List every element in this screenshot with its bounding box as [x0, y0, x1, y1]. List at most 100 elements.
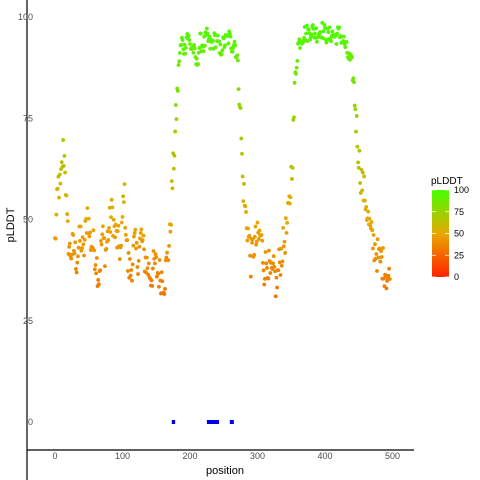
- data-point: [150, 284, 155, 288]
- data-point: [130, 278, 134, 283]
- data-point: [87, 234, 92, 239]
- data-point: [130, 262, 135, 267]
- y-tick-label: 0: [28, 417, 33, 427]
- data-point: [141, 233, 146, 238]
- data-point: [329, 39, 333, 44]
- data-point: [387, 277, 392, 281]
- data-point: [273, 294, 278, 299]
- data-point: [142, 247, 147, 252]
- data-point: [121, 200, 126, 205]
- data-point: [157, 284, 161, 289]
- data-point: [96, 282, 101, 287]
- data-point: [352, 103, 357, 108]
- data-point: [254, 239, 259, 244]
- data-point: [281, 244, 286, 249]
- data-point: [330, 29, 335, 34]
- data-point: [298, 46, 302, 50]
- y-axis-ticks: 0 25 50 75 100: [18, 12, 33, 427]
- data-point: [168, 229, 173, 234]
- data-point: [342, 34, 346, 39]
- data-point: [352, 80, 356, 85]
- y-axis-title: pLDDT: [5, 207, 17, 242]
- data-point: [144, 255, 149, 260]
- data-point: [367, 216, 372, 221]
- data-point: [281, 225, 286, 230]
- data-point: [250, 240, 255, 245]
- data-point: [315, 39, 319, 44]
- data-point: [138, 231, 143, 235]
- data-point: [58, 181, 63, 186]
- data-point: [295, 58, 300, 63]
- data-point: [321, 29, 326, 34]
- data-point: [368, 223, 373, 228]
- data-point: [156, 271, 161, 276]
- data-point: [242, 182, 246, 186]
- legend-tick-label: 25: [454, 250, 464, 260]
- data-point: [125, 238, 130, 243]
- data-point: [240, 151, 244, 156]
- y-tick-label: 25: [23, 316, 33, 326]
- data-point: [75, 260, 80, 265]
- data-point: [354, 114, 359, 118]
- data-point: [104, 247, 109, 251]
- data-point: [177, 59, 182, 64]
- data-point: [176, 63, 181, 67]
- data-point: [186, 33, 191, 38]
- data-point: [78, 239, 82, 243]
- data-point: [133, 227, 138, 232]
- color-legend: pLDDT 0 25 50 75 100: [431, 176, 469, 282]
- data-point: [274, 275, 279, 280]
- data-point: [254, 242, 259, 247]
- data-point: [370, 228, 375, 233]
- data-point: [201, 49, 206, 54]
- data-point: [239, 136, 244, 141]
- data-point: [116, 223, 121, 228]
- data-point: [121, 194, 126, 199]
- data-point: [99, 242, 104, 247]
- data-point: [356, 160, 360, 165]
- legend-ticks: 0 25 50 75 100: [432, 185, 469, 282]
- data-point: [191, 50, 196, 55]
- data-point: [94, 256, 99, 260]
- data-point: [334, 42, 339, 46]
- data-point: [94, 271, 99, 276]
- data-point: [101, 224, 105, 229]
- data-point: [304, 23, 309, 28]
- data-point: [194, 56, 199, 61]
- x-tick-label: 100: [115, 451, 130, 461]
- data-point: [384, 286, 389, 291]
- data-point: [306, 27, 311, 32]
- data-point: [179, 42, 184, 47]
- data-point: [136, 272, 140, 276]
- data-point: [264, 261, 269, 266]
- data-point: [98, 268, 103, 273]
- data-point: [132, 231, 137, 235]
- data-point: [53, 236, 58, 241]
- data-point: [173, 103, 178, 107]
- data-point: [255, 220, 260, 225]
- data-point: [76, 245, 81, 250]
- data-point: [182, 42, 187, 47]
- data-point: [358, 181, 362, 185]
- data-point: [62, 153, 67, 158]
- data-point: [276, 268, 281, 273]
- data-point: [204, 26, 209, 31]
- data-point: [123, 225, 128, 230]
- data-point: [283, 216, 288, 221]
- data-point: [360, 188, 365, 193]
- data-point: [308, 37, 313, 42]
- data-point: [129, 268, 134, 272]
- data-point: [318, 30, 323, 34]
- data-point: [64, 193, 69, 198]
- data-point: [362, 174, 367, 179]
- data-point: [134, 240, 139, 245]
- data-point: [275, 285, 279, 290]
- data-point: [271, 254, 276, 259]
- y-tick-label: 100: [18, 12, 33, 22]
- data-point: [65, 219, 70, 224]
- data-point: [80, 235, 85, 240]
- data-point: [99, 238, 103, 243]
- data-point: [213, 45, 218, 50]
- data-point: [235, 53, 240, 58]
